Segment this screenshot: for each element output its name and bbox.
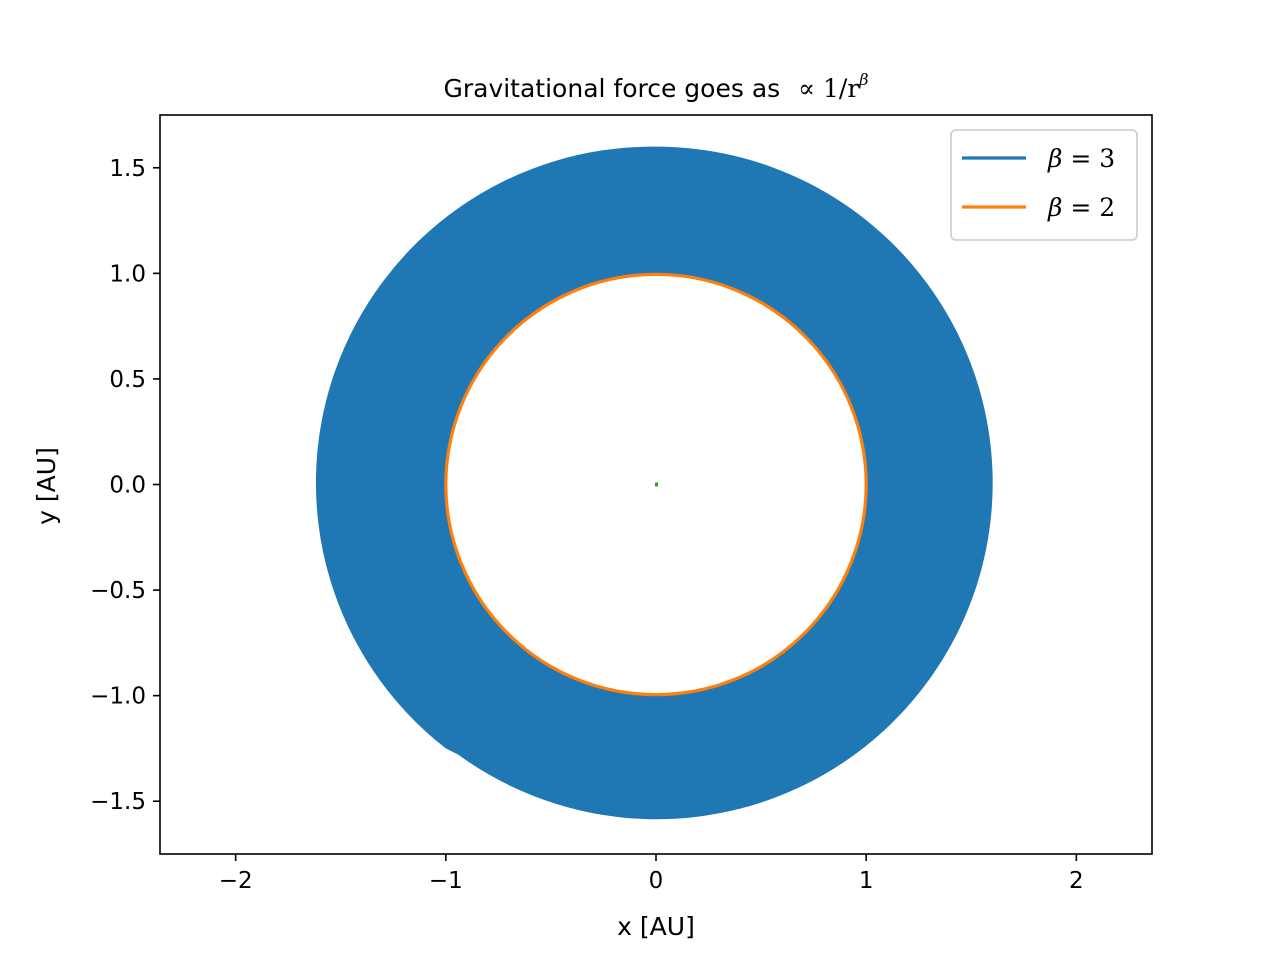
y-tick-label: −0.5	[90, 578, 146, 604]
y-tick-label: −1.0	[90, 684, 146, 710]
legend-label-symbol: β	[1047, 193, 1062, 222]
series-beta-3-band	[315, 146, 993, 820]
x-tick-label: 0	[649, 868, 664, 894]
axes: −2 −1 0 1 2 −1.5 −1.0 −0.5 0.0 0.5 1.0 1.5	[90, 114, 1153, 894]
chart-title-text: Gravitational force goes as	[443, 74, 780, 103]
y-tick-label: 0.5	[109, 367, 146, 393]
chart-title-math: ∝ 1/r	[798, 74, 859, 103]
legend-label-value: = 3	[1062, 144, 1115, 173]
legend-label: β = 2	[1047, 193, 1115, 222]
chart-title: Gravitational force goes as ∝ 1/rβ	[443, 70, 868, 103]
y-tick-label: 0.0	[109, 473, 146, 499]
center-marker	[655, 482, 658, 487]
y-tick-label: −1.5	[90, 789, 146, 815]
x-axis-label: x [AU]	[617, 912, 695, 941]
y-tick-label: 1.0	[109, 261, 146, 287]
legend-label-value: = 2	[1062, 193, 1115, 222]
x-tick-label: −1	[429, 868, 463, 894]
chart-title-math-sup: β	[858, 70, 868, 89]
y-axis-label: y [AU]	[32, 447, 61, 525]
legend-label-symbol: β	[1047, 144, 1062, 173]
series-beta-2-circle	[444, 272, 868, 697]
x-tick-label: 1	[859, 868, 874, 894]
x-tick-label: 2	[1069, 868, 1084, 894]
legend: β = 3β = 2	[950, 129, 1138, 241]
x-tick-label: −2	[219, 868, 253, 894]
legend-label: β = 3	[1047, 144, 1115, 173]
y-tick-label: 1.5	[109, 156, 146, 182]
plot-area	[315, 146, 993, 820]
